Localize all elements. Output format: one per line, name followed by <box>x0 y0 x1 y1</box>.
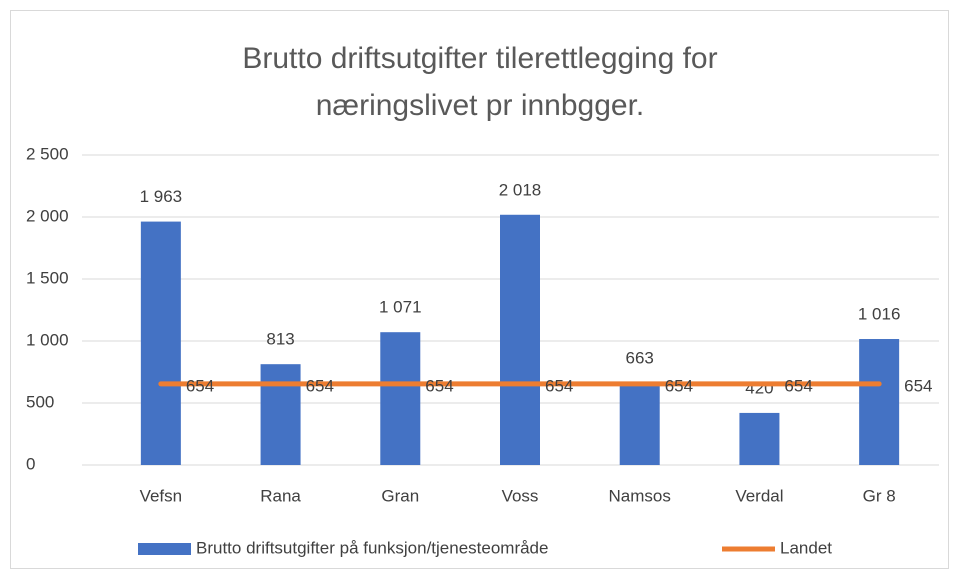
data-label: 1 016 <box>858 305 901 324</box>
legend-label: Landet <box>780 538 832 557</box>
bar <box>380 332 421 465</box>
chart-title: Brutto driftsutgifter tilerettlegging fo… <box>242 42 717 75</box>
data-label: 654 <box>784 376 812 395</box>
y-tick-label: 1 000 <box>26 330 69 349</box>
data-label: 654 <box>665 376 693 395</box>
x-tick-label: Gran <box>381 486 419 505</box>
legend-label: Brutto driftsutgifter på funksjon/tjenes… <box>196 538 548 557</box>
y-tick-label: 0 <box>26 454 35 473</box>
bar <box>619 382 660 465</box>
x-tick-label: Namsos <box>609 486 671 505</box>
bar <box>859 339 900 465</box>
y-tick-label: 2 000 <box>26 206 69 225</box>
data-label: 663 <box>626 348 654 367</box>
data-label: 2 018 <box>499 180 542 199</box>
data-label: 420 <box>745 378 773 397</box>
y-tick-label: 500 <box>26 392 54 411</box>
data-label: 654 <box>186 376 214 395</box>
x-tick-label: Gr 8 <box>863 486 896 505</box>
data-label: 654 <box>904 376 932 395</box>
data-label: 813 <box>266 330 294 349</box>
bar <box>140 221 181 465</box>
bar <box>260 364 301 465</box>
data-label: 1 963 <box>140 187 183 206</box>
data-label: 654 <box>306 376 334 395</box>
y-tick-label: 2 500 <box>26 144 69 163</box>
legend-swatch <box>138 543 191 555</box>
bar <box>739 412 780 465</box>
x-tick-label: Rana <box>260 486 301 505</box>
data-label: 1 071 <box>379 298 422 317</box>
x-tick-label: Voss <box>502 486 539 505</box>
chart-title: næringslivet pr innbgger. <box>316 89 645 122</box>
y-tick-label: 1 500 <box>26 268 69 287</box>
data-label: 654 <box>425 376 453 395</box>
x-tick-label: Vefsn <box>140 486 183 505</box>
data-label: 654 <box>545 376 573 395</box>
bar <box>500 214 540 465</box>
x-tick-label: Verdal <box>735 486 783 505</box>
